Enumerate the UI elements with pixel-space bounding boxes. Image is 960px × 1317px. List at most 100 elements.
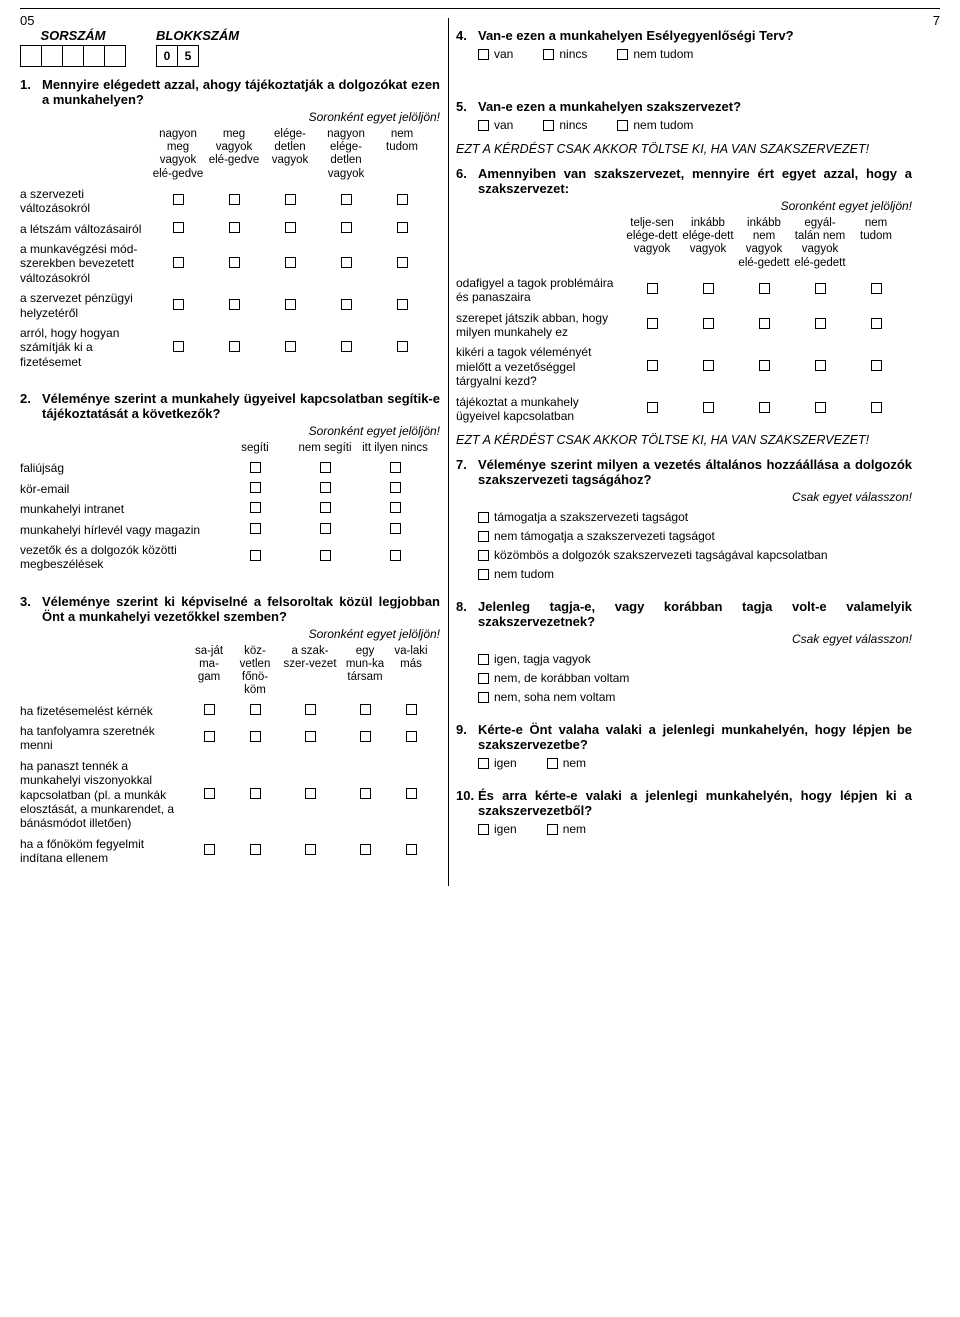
q1-checkbox[interactable]	[229, 194, 240, 205]
q6-checkbox[interactable]	[871, 402, 882, 413]
q6-checkbox[interactable]	[815, 360, 826, 371]
q3-checkbox[interactable]	[406, 704, 417, 715]
q8-opt-checkbox[interactable]	[478, 673, 489, 684]
sorszam-box[interactable]	[104, 45, 126, 67]
q9-opt0-chk[interactable]	[478, 758, 489, 769]
q3-checkbox[interactable]	[250, 844, 261, 855]
q3-checkbox[interactable]	[250, 788, 261, 799]
q10-opt1-chk[interactable]	[547, 824, 558, 835]
q2-checkbox[interactable]	[250, 482, 261, 493]
q1-checkbox[interactable]	[285, 299, 296, 310]
q6-checkbox[interactable]	[759, 360, 770, 371]
q6-checkbox[interactable]	[647, 283, 658, 294]
q10-opt0-chk[interactable]	[478, 824, 489, 835]
q1-checkbox[interactable]	[285, 341, 296, 352]
q3-checkbox[interactable]	[360, 788, 371, 799]
q4-opt2-chk[interactable]	[617, 49, 628, 60]
q2-checkbox[interactable]	[390, 462, 401, 473]
q1-checkbox[interactable]	[229, 341, 240, 352]
q1-checkbox[interactable]	[397, 257, 408, 268]
q2-checkbox[interactable]	[320, 523, 331, 534]
sorszam-box[interactable]	[62, 45, 84, 67]
sorszam-box[interactable]	[20, 45, 42, 67]
q6-checkbox[interactable]	[871, 360, 882, 371]
q9-opt1-chk[interactable]	[547, 758, 558, 769]
q3-checkbox[interactable]	[305, 704, 316, 715]
q1-checkbox[interactable]	[173, 341, 184, 352]
q1-checkbox[interactable]	[397, 299, 408, 310]
q1-checkbox[interactable]	[341, 341, 352, 352]
q2-checkbox[interactable]	[250, 550, 261, 561]
q6-checkbox[interactable]	[647, 402, 658, 413]
q1-checkbox[interactable]	[229, 257, 240, 268]
q8-opt-checkbox[interactable]	[478, 654, 489, 665]
q4-opt1-chk[interactable]	[543, 49, 554, 60]
q6-checkbox[interactable]	[647, 318, 658, 329]
q1-checkbox[interactable]	[341, 299, 352, 310]
q3-checkbox[interactable]	[360, 704, 371, 715]
q3-checkbox[interactable]	[406, 844, 417, 855]
q1-checkbox[interactable]	[341, 222, 352, 233]
q2-checkbox[interactable]	[250, 462, 261, 473]
q7-opt-checkbox[interactable]	[478, 512, 489, 523]
q1-checkbox[interactable]	[397, 194, 408, 205]
q5-opt1-chk[interactable]	[543, 120, 554, 131]
q6-checkbox[interactable]	[703, 283, 714, 294]
q2-checkbox[interactable]	[390, 523, 401, 534]
q1-checkbox[interactable]	[229, 222, 240, 233]
q1-checkbox[interactable]	[173, 222, 184, 233]
q7-opt-checkbox[interactable]	[478, 569, 489, 580]
q3-checkbox[interactable]	[305, 731, 316, 742]
q6-checkbox[interactable]	[703, 318, 714, 329]
q1-checkbox[interactable]	[397, 341, 408, 352]
q8-opt-checkbox[interactable]	[478, 692, 489, 703]
q6-checkbox[interactable]	[759, 318, 770, 329]
sorszam-box[interactable]	[83, 45, 105, 67]
q6-checkbox[interactable]	[815, 402, 826, 413]
q2-checkbox[interactable]	[320, 462, 331, 473]
q1-checkbox[interactable]	[341, 194, 352, 205]
q3-checkbox[interactable]	[305, 788, 316, 799]
q1-checkbox[interactable]	[173, 299, 184, 310]
q3-checkbox[interactable]	[204, 704, 215, 715]
q6-checkbox[interactable]	[647, 360, 658, 371]
q6-checkbox[interactable]	[871, 283, 882, 294]
q2-checkbox[interactable]	[390, 482, 401, 493]
q3-checkbox[interactable]	[406, 788, 417, 799]
q1-checkbox[interactable]	[285, 222, 296, 233]
q1-checkbox[interactable]	[173, 257, 184, 268]
q2-checkbox[interactable]	[390, 550, 401, 561]
q1-checkbox[interactable]	[285, 257, 296, 268]
q1-checkbox[interactable]	[285, 194, 296, 205]
q2-checkbox[interactable]	[250, 523, 261, 534]
q5-opt0-chk[interactable]	[478, 120, 489, 131]
q1-checkbox[interactable]	[229, 299, 240, 310]
q3-checkbox[interactable]	[406, 731, 417, 742]
q6-checkbox[interactable]	[815, 318, 826, 329]
q6-checkbox[interactable]	[703, 360, 714, 371]
q3-checkbox[interactable]	[204, 788, 215, 799]
q3-checkbox[interactable]	[204, 731, 215, 742]
q2-checkbox[interactable]	[250, 502, 261, 513]
q2-checkbox[interactable]	[390, 502, 401, 513]
q4-opt0-chk[interactable]	[478, 49, 489, 60]
q3-checkbox[interactable]	[360, 731, 371, 742]
q1-checkbox[interactable]	[397, 222, 408, 233]
q3-checkbox[interactable]	[360, 844, 371, 855]
q6-checkbox[interactable]	[703, 402, 714, 413]
q5-opt2-chk[interactable]	[617, 120, 628, 131]
q6-checkbox[interactable]	[759, 283, 770, 294]
q6-checkbox[interactable]	[759, 402, 770, 413]
q6-checkbox[interactable]	[871, 318, 882, 329]
q7-opt-checkbox[interactable]	[478, 531, 489, 542]
q6-checkbox[interactable]	[815, 283, 826, 294]
q1-checkbox[interactable]	[341, 257, 352, 268]
q2-checkbox[interactable]	[320, 502, 331, 513]
q3-checkbox[interactable]	[305, 844, 316, 855]
q2-checkbox[interactable]	[320, 550, 331, 561]
q2-checkbox[interactable]	[320, 482, 331, 493]
sorszam-box[interactable]	[41, 45, 63, 67]
q7-opt-checkbox[interactable]	[478, 550, 489, 561]
q3-checkbox[interactable]	[250, 731, 261, 742]
q3-checkbox[interactable]	[250, 704, 261, 715]
